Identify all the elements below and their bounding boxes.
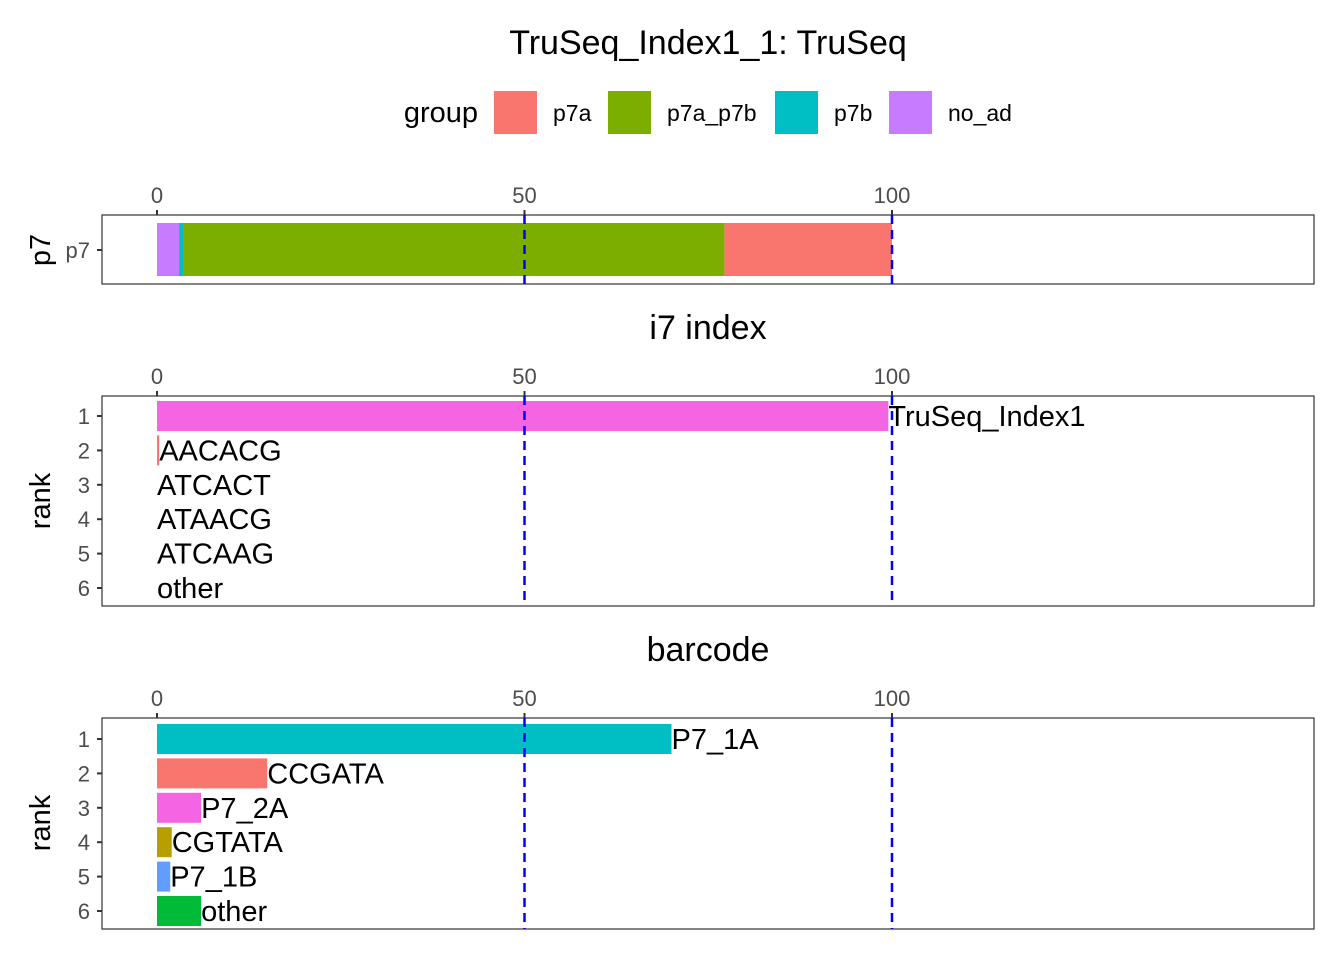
legend: group p7a p7a_p7b p7b no_ad — [404, 91, 1012, 134]
bar — [157, 896, 202, 926]
panel-p7-x-tick-label: 100 — [874, 183, 911, 208]
bar — [157, 792, 202, 823]
bar-segment-no-ad — [157, 223, 180, 276]
bar-label: P7_1A — [672, 724, 760, 756]
bar-segment-p7a-p7b — [183, 223, 725, 276]
panel-barcode-bars — [157, 724, 672, 926]
legend-swatch-no-ad — [889, 91, 932, 134]
panel-barcode-y-tick-label: 4 — [78, 830, 90, 855]
bar-label: ATAACG — [157, 504, 272, 536]
panel-barcode-reference-lines — [523, 718, 894, 929]
panel-p7-y-axis: p7 — [66, 238, 102, 263]
panel-barcode: barcode 0 50 100 1 2 3 4 5 6 P7_1A CCGATAP7_2ACG… — [25, 631, 1315, 930]
panel-i7-index-x-tick-label: 50 — [512, 364, 536, 389]
panel-p7-x-tick-label: 50 — [512, 183, 536, 208]
panel-i7-index-x-axis: 0 50 100 — [151, 364, 910, 396]
panel-i7-index-title: i7 index — [649, 309, 766, 347]
panel-i7-index-x-tick-label: 0 — [151, 364, 163, 389]
bar — [157, 758, 268, 789]
panel-p7-x-tick-label: 0 — [151, 183, 163, 208]
legend-label-p7a-p7b: p7a_p7b — [667, 100, 757, 126]
panel-barcode-y-tick-label: 2 — [78, 761, 90, 786]
panel-barcode-y-axis-title: rank — [25, 794, 57, 851]
legend-swatch-p7a-p7b — [608, 91, 651, 134]
bar — [157, 435, 160, 466]
panel-i7-index-bars — [157, 401, 889, 466]
panel-barcode-y-tick-label: 5 — [78, 865, 90, 890]
bar-label: other — [201, 896, 267, 928]
panel-barcode-x-tick-label: 50 — [512, 686, 536, 711]
legend-title: group — [404, 97, 478, 129]
panel-p7-reference-lines — [523, 215, 894, 284]
legend-swatch-p7b — [775, 91, 818, 134]
bar-label: AACACG — [159, 435, 281, 467]
panel-i7-index-reference-lines — [523, 396, 894, 606]
panel-i7-index-bar-labels: TruSeq_Index1 AACACGATCACTATAACGATCAAGoth… — [157, 401, 1086, 605]
panel-i7-index-y-tick-label: 1 — [78, 404, 90, 429]
bar — [157, 861, 171, 892]
panel-barcode-y-tick-label: 1 — [78, 727, 90, 752]
panel-p7-x-axis: 0 50 100 — [151, 183, 910, 215]
panel-i7-index-y-tick-label: 2 — [78, 438, 90, 463]
panel-i7-index-y-axis-title: rank — [25, 472, 57, 529]
panel-i7-index: i7 index 0 50 100 1 2 3 4 5 6 TruSeq_Index1 AACA… — [25, 309, 1315, 607]
bar-label: ATCACT — [157, 470, 271, 502]
panel-barcode-y-tick-label: 3 — [78, 796, 90, 821]
bar-label: P7_2A — [201, 793, 289, 825]
legend-label-p7b: p7b — [834, 100, 872, 126]
panel-i7-index-y-tick-label: 6 — [78, 576, 90, 601]
panel-barcode-y-tick-label: 6 — [78, 899, 90, 924]
panel-barcode-x-tick-label: 0 — [151, 686, 163, 711]
bar-segment-p7b — [179, 223, 184, 276]
bar-label: CCGATA — [267, 758, 384, 790]
legend-label-no-ad: no_ad — [948, 100, 1012, 126]
bar — [157, 401, 889, 431]
panel-p7-y-tick-label: p7 — [66, 238, 90, 263]
bar — [157, 827, 172, 858]
panel-i7-index-y-tick-label: 4 — [78, 507, 90, 532]
panel-barcode-x-tick-label: 100 — [874, 686, 911, 711]
chart-title: TruSeq_Index1_1: TruSeq — [509, 24, 907, 62]
panel-p7: 0 50 100 p7 p7 — [25, 183, 1315, 285]
bar-segment-p7a — [724, 223, 892, 276]
panel-barcode-frame — [101, 717, 1315, 930]
panel-barcode-x-axis: 0 50 100 — [151, 686, 910, 718]
bar — [157, 724, 672, 754]
legend-swatch-p7a — [494, 91, 537, 134]
panel-p7-y-axis-title: p7 — [25, 234, 57, 266]
panel-i7-index-y-tick-label: 3 — [78, 473, 90, 498]
panel-i7-index-y-axis: 1 2 3 4 5 6 — [78, 404, 102, 601]
panel-barcode-title: barcode — [647, 631, 770, 669]
panel-barcode-y-axis: 1 2 3 4 5 6 — [78, 727, 102, 924]
legend-label-p7a: p7a — [553, 100, 592, 126]
panel-p7-bars — [157, 223, 892, 276]
bar-label: P7_1B — [170, 862, 257, 894]
bar-label: other — [157, 573, 223, 605]
bar-label: ATCAAG — [157, 539, 274, 571]
bar-label: CGTATA — [172, 827, 284, 859]
panel-i7-index-frame — [101, 395, 1315, 607]
panel-i7-index-x-tick-label: 100 — [874, 364, 911, 389]
bar-label: TruSeq_Index1 — [888, 401, 1085, 433]
panel-i7-index-y-tick-label: 5 — [78, 542, 90, 567]
